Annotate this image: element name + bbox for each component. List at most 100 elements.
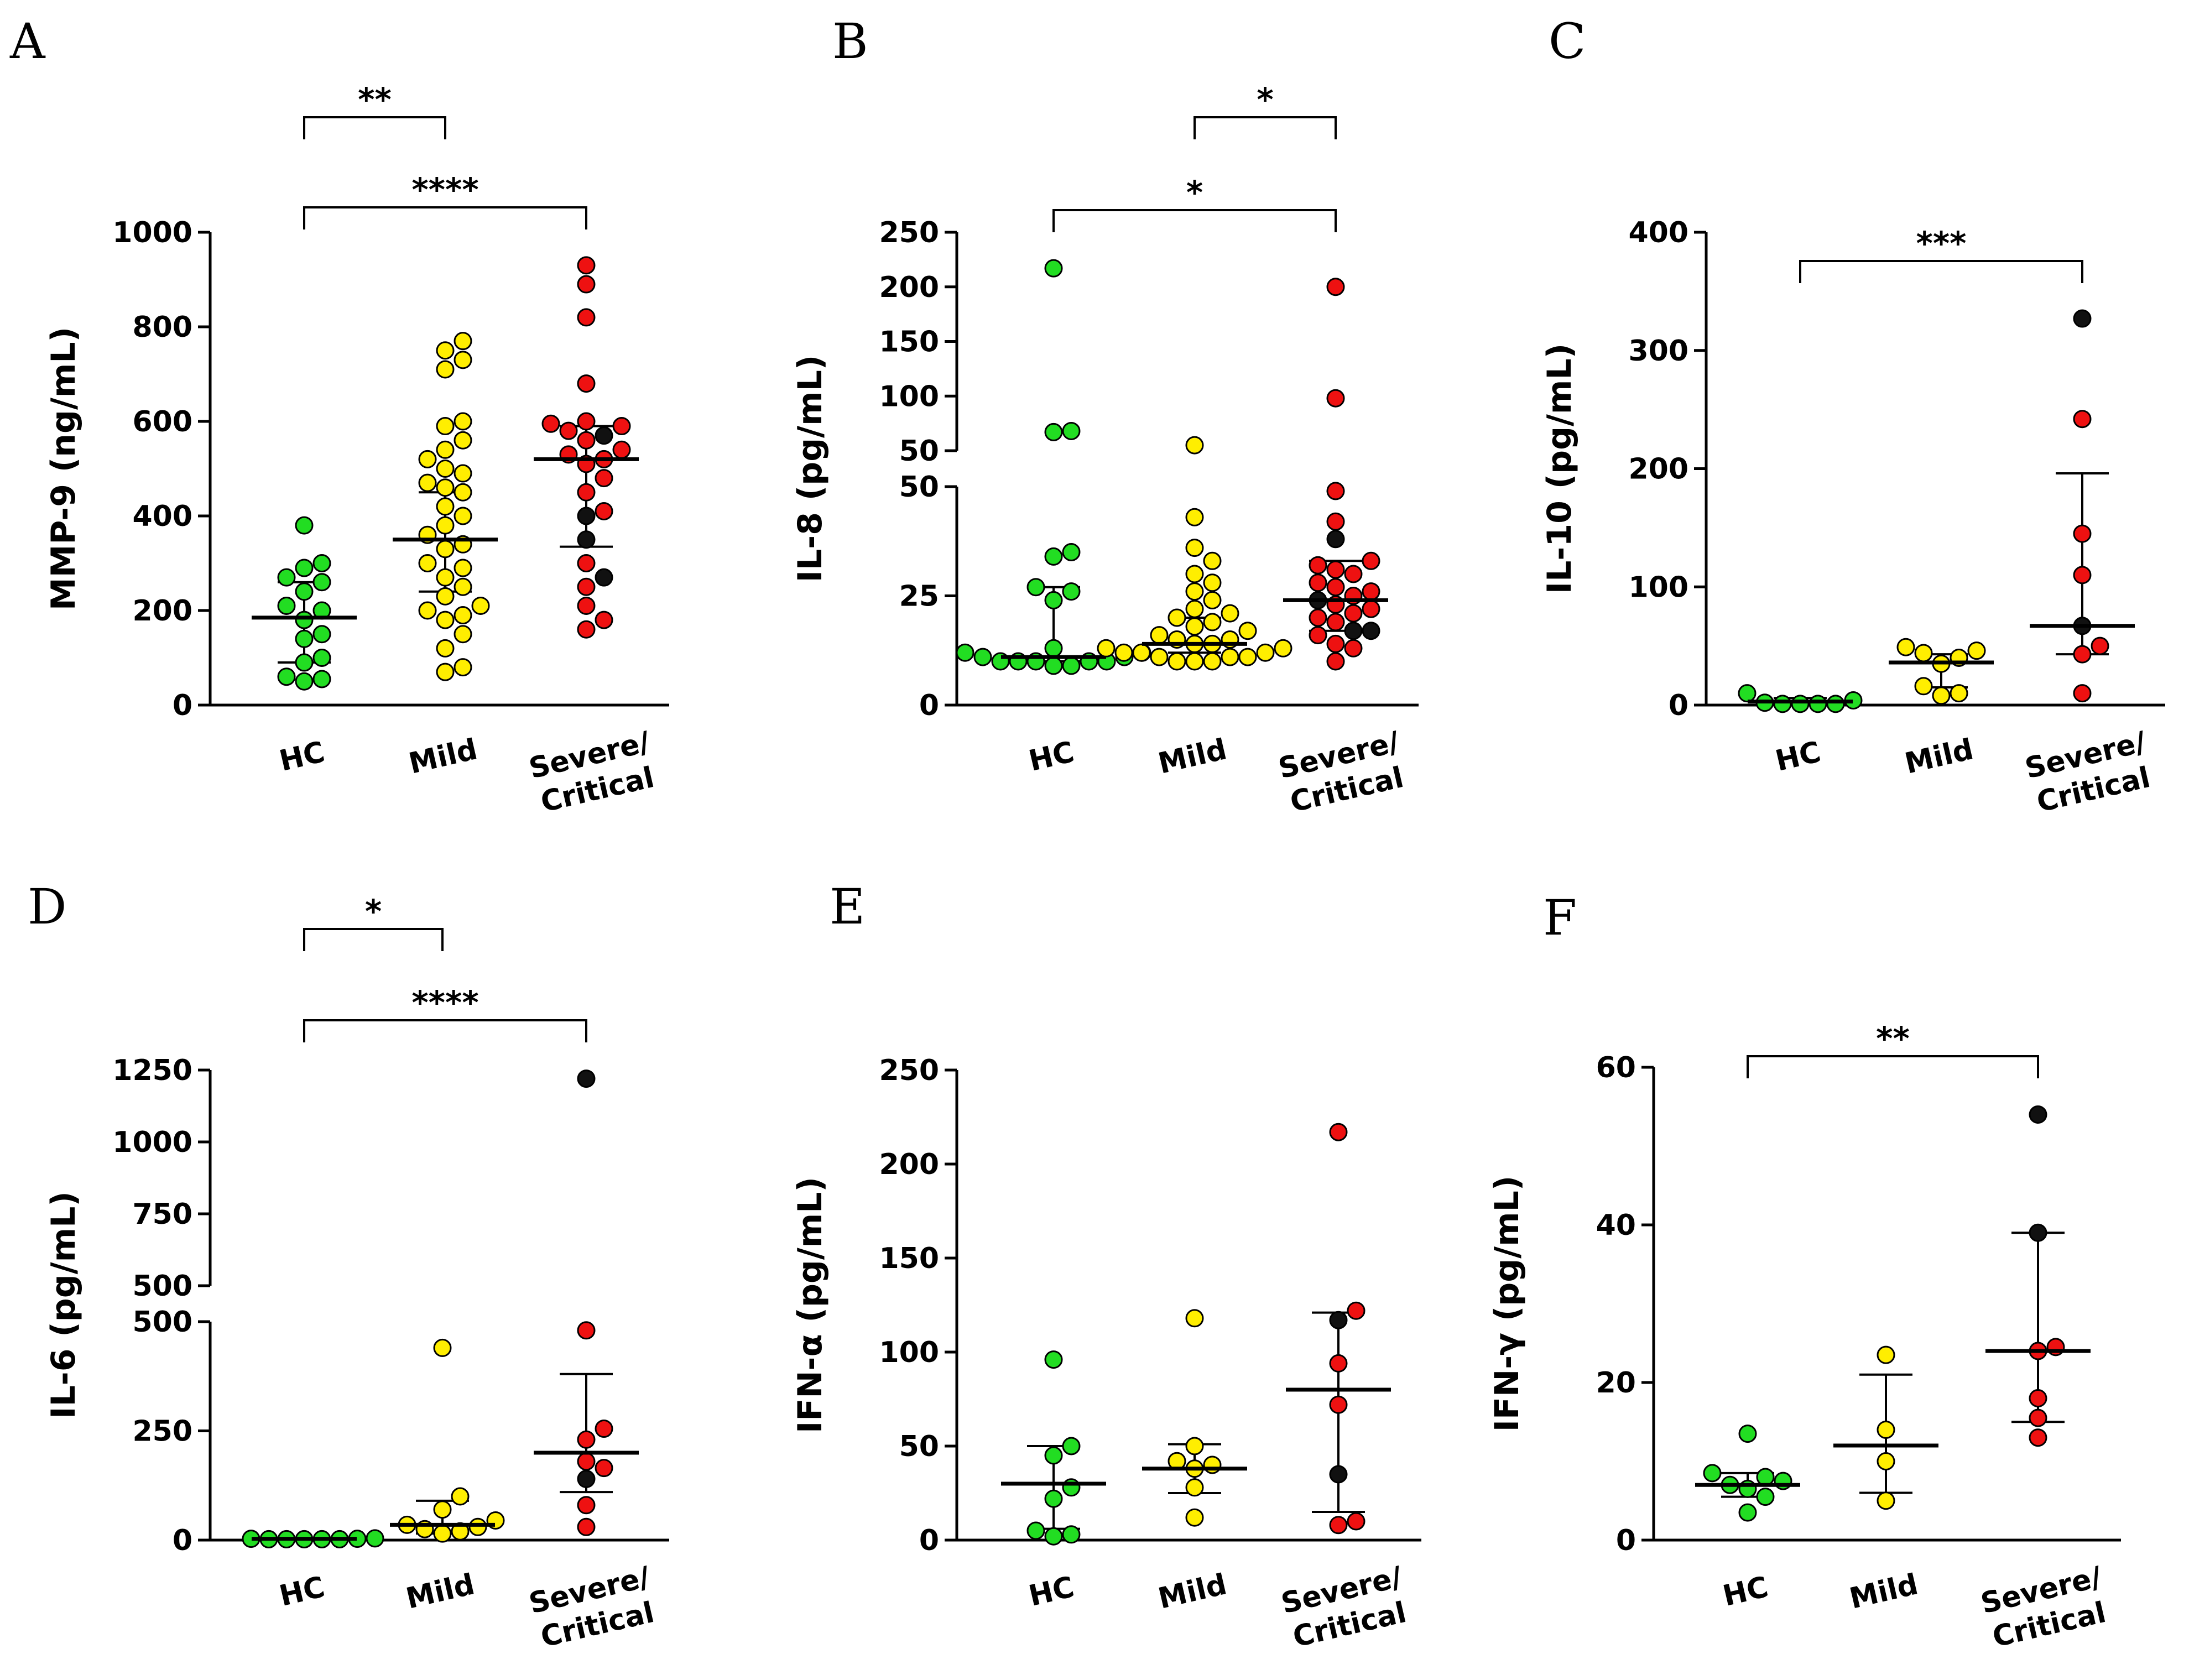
- data-point: [1062, 1437, 1081, 1455]
- significance-label: ****: [411, 984, 478, 1021]
- x-category-label: Severe/Critical: [526, 1561, 657, 1654]
- data-point: [2091, 636, 2109, 655]
- data-point: [1329, 1311, 1348, 1329]
- data-point: [595, 469, 613, 488]
- data-point: [1026, 1521, 1045, 1540]
- x-category-label: HC: [277, 1571, 328, 1613]
- data-point: [454, 625, 472, 644]
- data-point: [1326, 512, 1345, 531]
- data-point: [1309, 608, 1327, 627]
- data-point: [1062, 543, 1081, 561]
- significance-bracket: [303, 1019, 587, 1042]
- data-point: [436, 497, 455, 516]
- data-point: [277, 568, 296, 587]
- data-point: [1026, 578, 1045, 597]
- panel-letter: E: [830, 878, 865, 935]
- data-point: [312, 670, 331, 688]
- data-point: [577, 1069, 596, 1088]
- data-point: [418, 601, 437, 620]
- data-point: [1238, 648, 1257, 666]
- data-point: [1756, 1488, 1775, 1506]
- data-point: [277, 667, 296, 686]
- data-point: [436, 568, 455, 587]
- data-point: [1062, 1525, 1081, 1544]
- x-category-text: HC: [277, 735, 328, 778]
- x-category-label: Severe/Critical: [2022, 726, 2153, 819]
- x-category-label: Mild: [1902, 733, 1977, 780]
- data-point: [295, 672, 314, 691]
- data-point: [436, 478, 455, 497]
- x-category-label: HC: [1026, 735, 1077, 778]
- y-tick-label: 1250: [112, 1054, 192, 1087]
- panel-letter: D: [28, 878, 67, 935]
- data-point: [1877, 1452, 1895, 1470]
- data-point: [1326, 560, 1345, 579]
- data-point: [1044, 422, 1063, 441]
- data-point: [1756, 1468, 1775, 1486]
- y-axis-title: IFN-α (pg/mL): [791, 1177, 830, 1433]
- data-point: [1808, 695, 1827, 713]
- y-tick-label: 50: [899, 435, 939, 468]
- data-point: [1203, 591, 1222, 609]
- y-tick-label: 150: [879, 326, 939, 359]
- data-point: [366, 1529, 384, 1548]
- data-point: [577, 275, 596, 294]
- data-point: [1326, 652, 1345, 671]
- data-point: [1932, 686, 1951, 705]
- y-tick-label: 600: [132, 405, 192, 439]
- x-category-text: HC: [1773, 735, 1824, 778]
- data-point: [418, 450, 437, 468]
- data-point: [1877, 1345, 1895, 1364]
- y-tick-label: 200: [132, 594, 192, 628]
- x-category-label: Mild: [406, 733, 481, 780]
- data-point: [1326, 578, 1345, 597]
- panel-c: C IL-10 (pg/mL) 0 100 200 300 400 HC Mild Severe/…: [1540, 13, 2165, 819]
- y-tick-label: 500: [132, 1270, 192, 1303]
- data-point: [295, 653, 314, 672]
- significance-bracket: [303, 928, 444, 951]
- x-category-text: Mild: [406, 733, 481, 780]
- data-point: [2073, 566, 2092, 585]
- y-tick-label: 25: [899, 580, 939, 613]
- significance-bracket: [303, 116, 446, 139]
- y-axis-title: MMP-9 (ng/mL): [44, 327, 83, 611]
- data-point: [451, 1487, 470, 1506]
- data-point: [577, 596, 596, 615]
- x-category-label: Mild: [403, 1568, 478, 1615]
- data-point: [1185, 1508, 1204, 1527]
- data-point: [1362, 599, 1380, 618]
- y-tick-label: 100: [879, 1336, 939, 1369]
- data-point: [418, 473, 437, 492]
- data-point: [577, 1430, 596, 1449]
- data-point: [1309, 573, 1327, 592]
- data-point: [1329, 1465, 1348, 1484]
- y-tick-label: 0: [919, 689, 939, 722]
- data-point: [1044, 259, 1063, 278]
- data-point: [312, 573, 331, 592]
- data-point: [1309, 556, 1327, 575]
- data-point: [595, 426, 613, 445]
- data-point: [1062, 656, 1081, 675]
- data-point: [1044, 591, 1063, 609]
- data-point: [1132, 643, 1151, 662]
- data-point: [577, 577, 596, 596]
- data-point: [1044, 656, 1063, 675]
- data-point: [436, 639, 455, 658]
- data-point: [454, 431, 472, 450]
- data-point: [1238, 622, 1257, 640]
- data-point: [1185, 617, 1204, 636]
- data-point: [312, 625, 331, 644]
- data-point: [2029, 1105, 2047, 1124]
- data-point: [1150, 648, 1169, 666]
- panel-e: E IFN-α (pg/mL) 0 50 100 150 200 250 HC Mild Sever…: [791, 878, 1421, 1654]
- data-point: [454, 507, 472, 525]
- data-point: [973, 648, 992, 666]
- data-point: [1329, 1123, 1348, 1141]
- data-point: [1914, 644, 1933, 662]
- data-point: [1185, 599, 1204, 618]
- x-category-label: Mild: [1155, 733, 1230, 780]
- data-point: [468, 1517, 487, 1536]
- panel-a: A MMP-9 (ng/mL) 0 200 400 600 800 1000 HC Mild Sev…: [9, 13, 669, 819]
- data-point: [295, 629, 314, 648]
